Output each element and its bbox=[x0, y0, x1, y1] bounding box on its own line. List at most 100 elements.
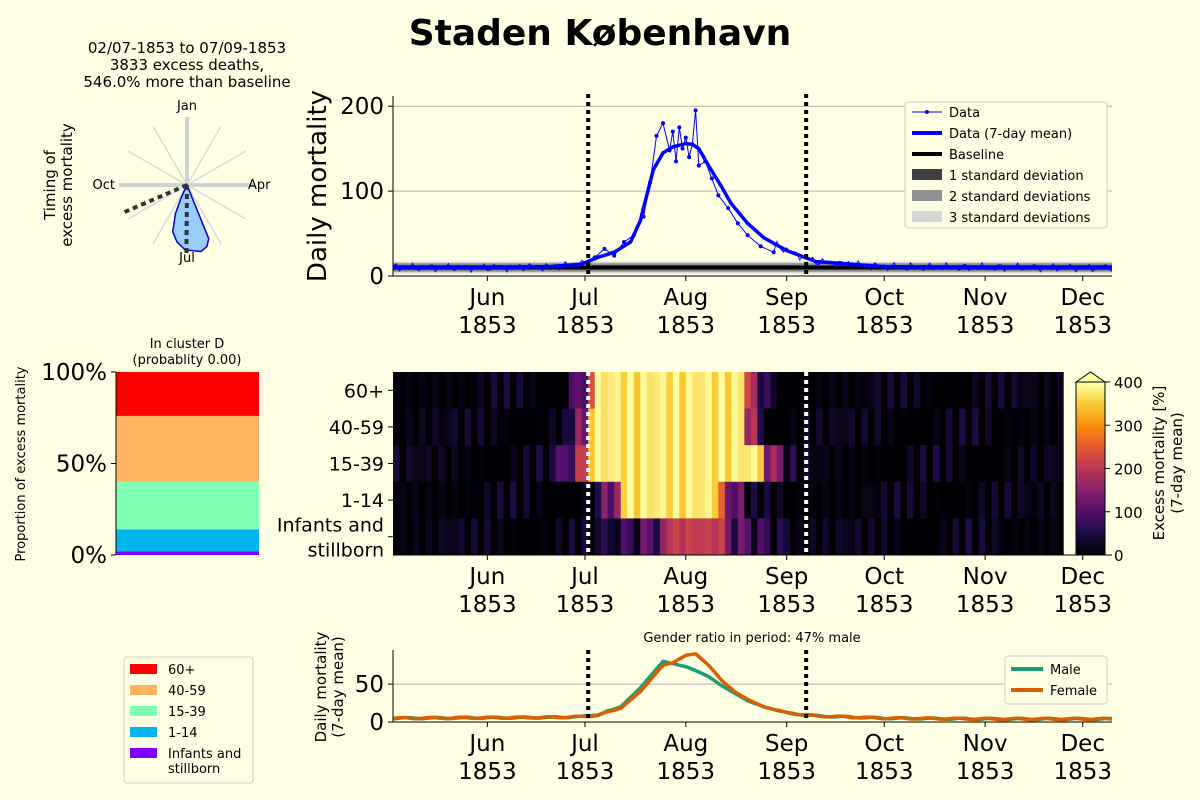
heatmap-cell bbox=[705, 481, 713, 519]
heatmap-cell bbox=[542, 481, 550, 519]
heatmap-cell bbox=[972, 481, 980, 519]
heatmap-cell bbox=[854, 445, 862, 483]
heatmap-cell bbox=[568, 372, 576, 410]
colorbar-segment bbox=[1076, 500, 1105, 504]
polar-ylabel-line-1: Timing of bbox=[41, 149, 59, 221]
heatmap-cell bbox=[835, 408, 843, 446]
daily-xtick-year-sep: 1853 bbox=[757, 313, 816, 339]
heatmap-cell bbox=[770, 518, 778, 556]
heatmap-cell bbox=[965, 445, 973, 483]
heatmap-cell bbox=[881, 481, 889, 519]
daily-xtick-month-jul: Jul bbox=[569, 285, 599, 311]
heatmap-cell bbox=[575, 481, 583, 519]
heatmap-cell bbox=[464, 481, 472, 519]
heatmap-cell bbox=[451, 481, 459, 519]
heatmap-cell bbox=[516, 481, 524, 519]
heatmap-cell bbox=[894, 408, 902, 446]
heatmap-cell bbox=[523, 481, 531, 519]
heatmap-cell bbox=[946, 481, 954, 519]
heatmap-cell bbox=[724, 445, 732, 483]
heatmap-cell bbox=[471, 408, 479, 446]
age-legend-label-4-1: stillborn bbox=[168, 762, 220, 777]
heatmap-cell bbox=[529, 408, 537, 446]
heatmap-cell bbox=[549, 445, 557, 483]
heatmap-cell bbox=[484, 408, 492, 446]
colorbar-segment bbox=[1076, 442, 1105, 446]
heatmap-cell bbox=[607, 518, 615, 556]
heatmap-cell bbox=[978, 408, 986, 446]
heatmap-cell bbox=[841, 408, 849, 446]
heatmap-cell bbox=[705, 445, 713, 483]
heatmap-cell bbox=[581, 445, 589, 483]
heatmap-cell bbox=[646, 408, 654, 446]
heatmap-cell bbox=[978, 481, 986, 519]
heatmap-cell bbox=[607, 372, 615, 410]
colorbar-segment bbox=[1076, 537, 1105, 542]
colorbar-segment bbox=[1076, 480, 1105, 484]
heatmap-cell bbox=[822, 481, 830, 519]
proportion-stacked-bar bbox=[116, 372, 259, 555]
heatmap-period-markers bbox=[586, 372, 809, 555]
heatmap-cell bbox=[685, 481, 693, 519]
heatmap-cell bbox=[1050, 408, 1058, 446]
heatmap-cell bbox=[1037, 481, 1045, 519]
heatmap-cell bbox=[731, 518, 739, 556]
heatmap-cell bbox=[1004, 372, 1012, 410]
heatmap-cell bbox=[991, 481, 999, 519]
colorbar-segment bbox=[1076, 503, 1105, 507]
daily-ylabel: Daily mortality bbox=[303, 90, 333, 282]
heatmap-cell bbox=[770, 408, 778, 446]
heatmap-cell bbox=[939, 481, 947, 519]
gender-xtick-month-nov: Nov bbox=[963, 731, 1008, 757]
heatmap-xtick-year-nov: 1853 bbox=[956, 592, 1015, 618]
heatmap-cell bbox=[828, 518, 836, 556]
heatmap-cell bbox=[913, 445, 921, 483]
daily-data-point bbox=[612, 253, 617, 258]
heatmap-cell bbox=[399, 518, 407, 556]
heatmap-cell bbox=[627, 445, 635, 483]
polar-spoke-330 bbox=[152, 125, 188, 186]
heatmap-cell bbox=[412, 372, 420, 410]
colorbar-segment bbox=[1076, 471, 1105, 475]
heatmap-cell bbox=[1056, 408, 1064, 446]
colorbar-segment bbox=[1076, 494, 1105, 498]
heatmap-cell bbox=[542, 445, 550, 483]
heatmap-cell bbox=[757, 518, 765, 556]
gender-axes: 050Jun1853Jul1853Aug1853Sep1853Oct1853No… bbox=[355, 650, 1112, 785]
daily-data-point bbox=[716, 193, 721, 198]
heatmap-cell bbox=[744, 408, 752, 446]
heatmap-cell bbox=[640, 481, 648, 519]
heatmap-cell bbox=[477, 518, 485, 556]
gender-legend: Male Female bbox=[1004, 655, 1108, 705]
heatmap-cell bbox=[985, 445, 993, 483]
heatmap-cell bbox=[568, 518, 576, 556]
heatmap-cell bbox=[581, 518, 589, 556]
heatmap-cell bbox=[640, 445, 648, 483]
heatmap-cell bbox=[959, 372, 967, 410]
legend-label-sd3: 3 standard deviations bbox=[949, 211, 1091, 226]
heatmap-cell bbox=[458, 445, 466, 483]
proportion-segment-0 bbox=[116, 551, 259, 555]
legend-label-data: Data bbox=[949, 106, 980, 121]
heatmap-cell bbox=[536, 481, 544, 519]
heatmap-cell bbox=[672, 408, 680, 446]
heatmap-cell bbox=[848, 481, 856, 519]
heatmap-cell bbox=[881, 408, 889, 446]
heatmap-cell bbox=[841, 481, 849, 519]
heatmap-cell bbox=[783, 518, 791, 556]
heatmap-cell bbox=[620, 481, 628, 519]
heatmap-cell bbox=[490, 372, 498, 410]
heatmap-cell bbox=[920, 372, 928, 410]
heatmap-cell bbox=[458, 372, 466, 410]
gender-xtick-year-aug: 1853 bbox=[657, 759, 716, 785]
heatmap-cell bbox=[659, 481, 667, 519]
heatmap-cell bbox=[562, 372, 570, 410]
heatmap-cell bbox=[575, 518, 583, 556]
heatmap-cell bbox=[900, 481, 908, 519]
heatmap-cell bbox=[711, 445, 719, 483]
heatmap-cell bbox=[796, 481, 804, 519]
heatmap-cell bbox=[913, 518, 921, 556]
heatmap-cell bbox=[776, 408, 784, 446]
heatmap-cell bbox=[549, 518, 557, 556]
heatmap-cell bbox=[633, 408, 641, 446]
